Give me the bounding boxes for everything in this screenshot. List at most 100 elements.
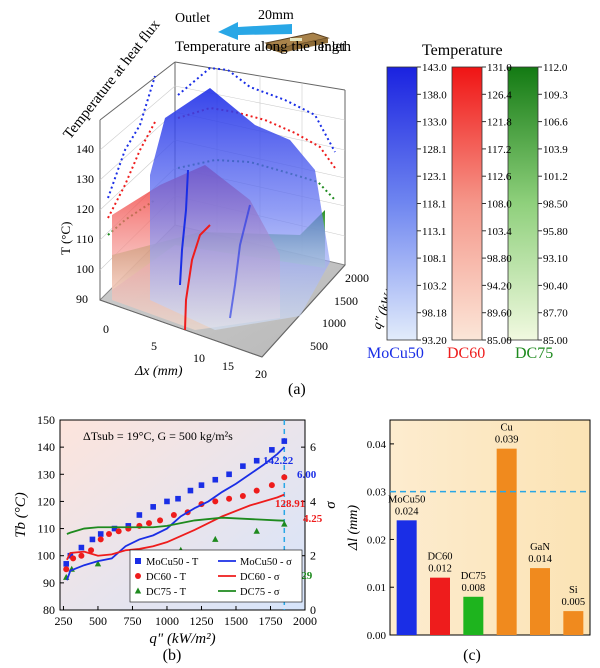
temperature-point: [164, 498, 170, 505]
x-tick: 10: [193, 351, 205, 365]
temperature-point: [198, 482, 205, 488]
y-axis-ticks: 500 1000 1500 2000: [310, 271, 369, 353]
colorbar-tick-label: 143.0: [422, 62, 447, 74]
inset-chip-diagram: [264, 32, 330, 53]
y-tick-label: 100: [37, 549, 55, 563]
y-tick-label: 120: [37, 494, 55, 508]
temperature-point: [97, 536, 104, 543]
colorbar-name-dc75: DC75: [515, 345, 553, 362]
y-tick: 500: [310, 339, 328, 353]
x-axis-ticks: 0 5 10 15 20: [103, 322, 267, 381]
temperature-point: [111, 525, 118, 532]
temperature-point: [281, 520, 288, 527]
value-annotation: 6.00: [297, 469, 317, 481]
y2-tick-label: 2: [310, 549, 316, 563]
bar-value-label: 0.014: [528, 554, 552, 565]
colorbar-dc75: [507, 66, 539, 341]
x-tick-label: 1250: [189, 614, 213, 628]
temperature-point: [97, 531, 104, 537]
y-tick-label: 0.02: [367, 534, 386, 546]
bar-category-label: Si: [569, 585, 578, 596]
temperature-point: [212, 498, 219, 505]
temperature-point: [253, 457, 260, 464]
bar-category-label: GaN: [530, 542, 550, 553]
x-tick-label: 750: [123, 614, 141, 628]
sigma-line: [66, 516, 285, 535]
legend-label: MoCu50 - T: [146, 557, 199, 568]
value-annotation: 4.25: [303, 513, 323, 525]
legend-label: DC60 - σ: [240, 572, 280, 583]
bar: [496, 448, 517, 635]
colorbar-tick-label: 103.9: [543, 144, 568, 156]
temperature-point: [70, 555, 77, 562]
x-axis-label: Δx (mm): [134, 364, 183, 379]
plot-area: [389, 419, 591, 636]
colorbar-tick-label: 103.4: [487, 226, 512, 238]
bar-value-label: 0.012: [428, 564, 452, 575]
temperature-point: [67, 552, 74, 559]
colorbar-tick-label: 126.4: [487, 89, 512, 101]
y-tick: 1000: [322, 316, 346, 330]
flow-arrow-icon: [218, 22, 292, 40]
legend-marker: [135, 558, 141, 564]
legend-label: DC60 - T: [146, 572, 187, 583]
panel-a-label: (a): [288, 381, 306, 398]
temperature-point: [78, 544, 85, 551]
y-axis-label: Tb (°C): [13, 492, 29, 538]
panel-c-label: (c): [463, 647, 481, 664]
legend-marker: [134, 587, 142, 594]
x-tick: 20: [255, 367, 267, 381]
y-axis-label: Δl (mm): [346, 505, 361, 551]
x-tick: 0: [103, 322, 109, 336]
y2-axis-label: σ: [323, 501, 339, 509]
colorbar-tick-label: 95.80: [543, 226, 568, 238]
x-tick: 15: [222, 359, 234, 373]
colorbar-tick-label: 138.0: [422, 89, 447, 101]
colorbar-tick-label: 93.20: [422, 335, 447, 347]
bar-category-label: Cu: [501, 423, 514, 434]
temperature-point: [226, 495, 233, 502]
colorbar-tick-label: 131.0: [487, 62, 512, 74]
temperature-point: [175, 495, 181, 502]
colorbar-tick-label: 118.1: [422, 199, 446, 211]
temperature-point: [94, 560, 102, 567]
temperature-point: [150, 504, 156, 510]
colorbar-ticks: 143.0 138.0 133.0 128.1 123.1 118.1 113.1 108.1…: [417, 62, 568, 347]
colorbar-tick-label: 117.2: [487, 144, 511, 156]
legend-box: [129, 549, 303, 603]
sigma-line: [66, 493, 285, 561]
colorbar-tick-label: 98.80: [487, 253, 512, 265]
panel-a-3d-plot: Outlet 20mm Inlet Temperature along the …: [58, 8, 568, 398]
temperature-point: [212, 535, 219, 542]
y-tick-label: 0.03: [367, 487, 387, 499]
x-tick-label: 500: [89, 614, 107, 628]
x-tick-label: 250: [54, 614, 72, 628]
x-tick-label: 1000: [155, 614, 179, 628]
y2-tick-label: 0: [310, 603, 316, 617]
bar: [530, 568, 550, 635]
temperature-point: [63, 561, 70, 567]
y-tick-label: 0.04: [367, 439, 387, 451]
y-tick: 2000: [345, 271, 369, 285]
bar-value-label: 0.039: [495, 435, 519, 446]
colorbar-tick-label: 109.3: [543, 89, 568, 101]
colorbar-tick-label: 101.2: [543, 171, 568, 183]
y2-tick-label: 4: [310, 494, 316, 508]
colorbar-tick-label: 123.1: [422, 171, 447, 183]
colorbar-tick-label: 103.2: [422, 280, 447, 292]
bar: [463, 596, 484, 635]
surface-ridges: [179, 169, 251, 331]
z-tick: 90: [76, 292, 88, 306]
x-tick: 5: [151, 339, 157, 353]
colorbar-tick-label: 87.70: [543, 308, 568, 320]
legend-title: Temperature: [422, 42, 503, 59]
colorbar-mocu50: [386, 66, 418, 341]
colorbar-tick-label: 108.0: [487, 199, 512, 211]
temperature-point: [106, 531, 112, 537]
title-length: Temperature along the length: [175, 39, 351, 55]
y-tick-label: 0.00: [367, 630, 387, 642]
temperature-point: [78, 552, 85, 559]
y-tick-label: 150: [37, 413, 55, 427]
temperature-point: [253, 487, 260, 494]
